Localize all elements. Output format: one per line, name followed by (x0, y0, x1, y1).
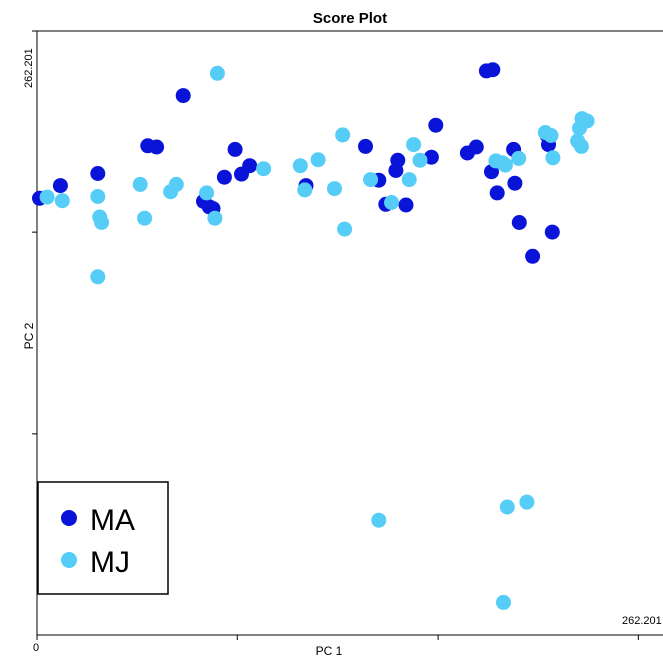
point-ma-23 (468, 139, 484, 155)
data-points (32, 62, 595, 610)
x-tick-label-min: 0 (33, 642, 39, 654)
legend-marker-mj (61, 552, 77, 568)
point-mj-36 (545, 150, 561, 166)
point-ma-14 (358, 138, 373, 154)
point-ma-29 (507, 175, 523, 191)
point-mj-7 (137, 210, 153, 226)
point-mj-13 (256, 161, 272, 177)
point-ma-2 (90, 166, 106, 181)
point-ma-10 (227, 141, 243, 157)
legend: MA MJ (37, 481, 169, 595)
point-ma-34 (544, 224, 560, 240)
point-mj-1 (54, 193, 70, 209)
point-mj-0 (39, 189, 55, 205)
point-mj-14 (292, 158, 308, 174)
x-axis-label: PC 1 (316, 644, 343, 658)
point-ma-20 (423, 149, 439, 165)
x-tick-label-max: 262.201 (622, 615, 662, 627)
point-mj-2 (90, 189, 106, 204)
point-mj-4 (94, 215, 110, 230)
point-mj-12 (207, 210, 223, 226)
plot-area (32, 30, 663, 640)
point-mj-10 (209, 65, 225, 81)
point-mj-23 (406, 137, 422, 153)
point-ma-8 (201, 199, 217, 215)
y-axis-label: PC 2 (22, 322, 36, 349)
point-ma-27 (489, 185, 505, 201)
point-mj-20 (363, 172, 379, 188)
legend-label-ma: MA (90, 504, 135, 537)
point-ma-25 (485, 62, 501, 78)
point-mj-18 (335, 127, 351, 143)
point-mj-21 (384, 195, 399, 210)
point-ma-1 (52, 178, 68, 194)
point-mj-37 (371, 512, 387, 528)
point-ma-30 (511, 215, 527, 230)
point-ma-5 (175, 88, 191, 104)
point-mj-40 (496, 594, 511, 610)
point-ma-9 (216, 169, 232, 185)
y-tick-label-max: 262.201 (23, 48, 35, 88)
legend-label-mj: MJ (90, 546, 130, 579)
point-mj-38 (499, 499, 515, 515)
point-mj-17 (327, 181, 342, 197)
point-mj-35 (570, 133, 586, 149)
point-mj-27 (497, 157, 513, 173)
point-mj-11 (199, 185, 215, 201)
legend-box (37, 481, 169, 595)
point-mj-9 (168, 176, 184, 192)
point-ma-4 (149, 139, 165, 155)
axis-ticks (32, 30, 639, 640)
point-mj-39 (519, 494, 535, 510)
point-mj-16 (310, 152, 326, 168)
point-mj-22 (401, 172, 417, 188)
point-mj-28 (511, 150, 527, 166)
point-ma-31 (525, 248, 541, 264)
point-mj-5 (90, 269, 106, 285)
point-mj-6 (132, 176, 148, 192)
point-mj-24 (412, 152, 428, 168)
legend-marker-ma (61, 510, 77, 526)
point-ma-12 (242, 158, 258, 174)
point-ma-19 (398, 197, 414, 213)
point-mj-15 (297, 182, 313, 198)
point-mj-34 (579, 113, 595, 129)
chart-title: Score Plot (313, 10, 387, 27)
point-ma-18 (390, 152, 406, 168)
point-ma-21 (428, 117, 444, 133)
point-mj-30 (543, 128, 559, 143)
point-mj-19 (337, 221, 353, 237)
